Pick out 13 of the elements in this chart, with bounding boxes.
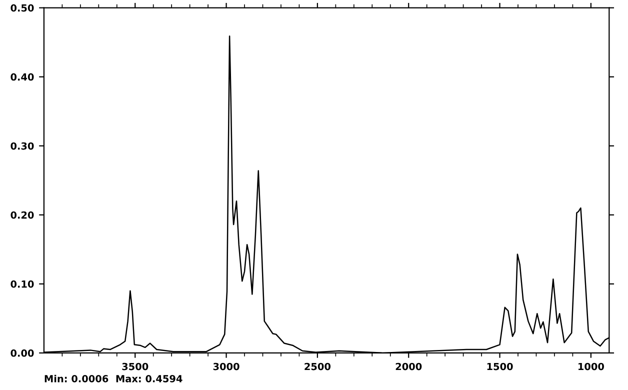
x-tick-label: 3000: [213, 362, 240, 370]
x-tick-label: 1000: [578, 362, 604, 370]
x-tick-label: 1500: [487, 362, 513, 370]
y-tick-label: 0.10: [10, 280, 34, 288]
x-tick-label: 2500: [304, 362, 331, 370]
y-tick-label: 0.30: [10, 142, 34, 150]
y-tick-label: 0.00: [10, 349, 34, 357]
x-tick-label: 3500: [122, 362, 148, 370]
x-tick-label: 2000: [396, 362, 422, 370]
y-tick-label: 0.40: [10, 73, 34, 81]
y-tick-label: 0.20: [10, 211, 34, 219]
text: Min: 0.0006 Max: 0.4594: [44, 374, 182, 382]
y-tick-label: 0.50: [10, 4, 34, 12]
